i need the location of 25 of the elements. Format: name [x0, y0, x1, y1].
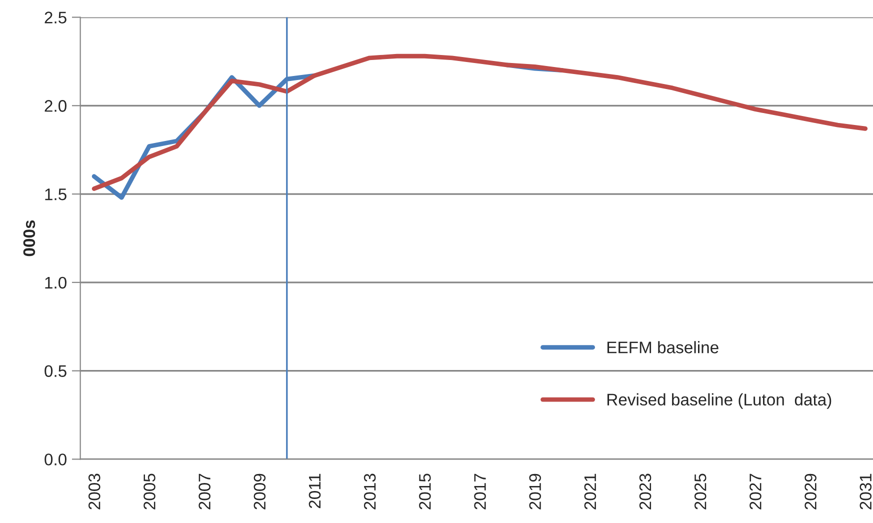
y-tick-label: 1.0 — [45, 276, 66, 289]
x-tick-label: 2027 — [750, 474, 762, 510]
x-tick-label: 2009 — [254, 474, 266, 510]
x-tick-label: 2023 — [639, 474, 652, 510]
y-tick-label: 0.0 — [44, 454, 66, 466]
y-tick-label: 2.5 — [44, 12, 66, 24]
y-axis-title: 000s — [23, 220, 36, 256]
line-series — [92, 54, 868, 191]
x-tick-label: 2019 — [529, 474, 542, 510]
x-tick-label: 2021 — [584, 474, 596, 510]
y-tick-label: 0.5 — [44, 365, 66, 378]
y-tick-label: 2.0 — [44, 100, 66, 112]
x-tick-label: 2003 — [88, 474, 100, 510]
y-tick-label: 1.5 — [45, 188, 66, 200]
x-tick-label: 2005 — [144, 474, 156, 510]
x-tick-label: 2015 — [419, 474, 431, 510]
x-tick-label: 2013 — [364, 474, 376, 510]
x-tick-label: 2025 — [694, 474, 706, 510]
x-tick-label: 2007 — [198, 474, 210, 510]
legend-label: Revised baseline (Luton data) — [607, 393, 832, 409]
x-tick-label: 2017 — [474, 474, 486, 510]
x-tick-label: 2031 — [860, 474, 872, 510]
x-tick-label: 2029 — [804, 474, 816, 510]
legend-label: EEFM baseline — [607, 341, 718, 354]
x-tick-label: 2011 — [308, 474, 321, 508]
